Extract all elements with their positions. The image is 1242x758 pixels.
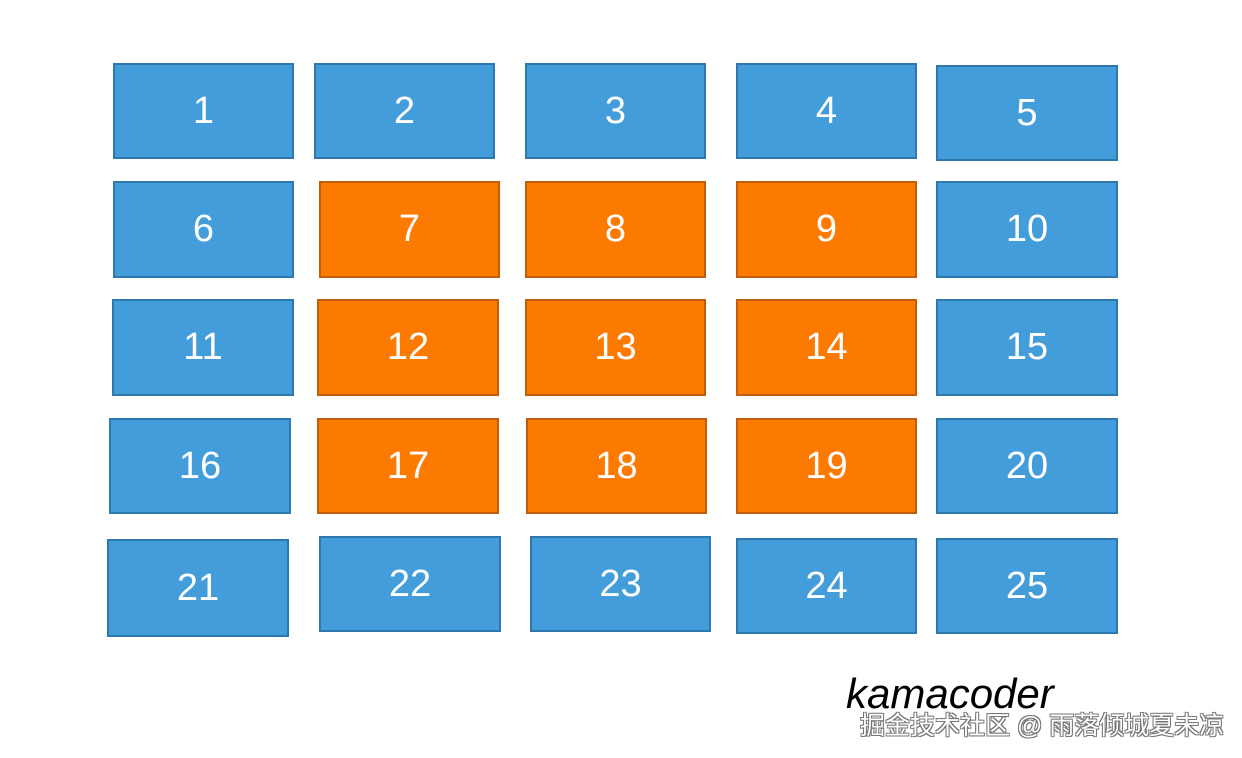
grid-cell: 23 bbox=[530, 536, 711, 632]
watermark: 掘金技术社区 @ 雨落倾城夏未凉 bbox=[860, 712, 1225, 740]
grid-cell: 25 bbox=[936, 538, 1118, 634]
grid-cell: 20 bbox=[936, 418, 1118, 514]
grid-cell-highlighted: 17 bbox=[317, 418, 499, 514]
grid-cell-highlighted: 13 bbox=[525, 299, 706, 396]
grid-cell-highlighted: 14 bbox=[736, 299, 917, 396]
grid-cell-highlighted: 9 bbox=[736, 181, 917, 278]
grid-cell: 11 bbox=[112, 299, 294, 396]
grid-cell: 21 bbox=[107, 539, 289, 637]
grid-cell: 1 bbox=[113, 63, 294, 159]
grid-cell: 3 bbox=[525, 63, 706, 159]
grid-cell: 22 bbox=[319, 536, 501, 632]
grid-cell: 5 bbox=[936, 65, 1118, 161]
grid-cell: 16 bbox=[109, 418, 291, 514]
grid-cell: 15 bbox=[936, 299, 1118, 396]
grid-cell: 2 bbox=[314, 63, 495, 159]
grid-cell: 6 bbox=[113, 181, 294, 278]
grid-cell-highlighted: 19 bbox=[736, 418, 917, 514]
grid-cell: 10 bbox=[936, 181, 1118, 278]
grid-cell-highlighted: 12 bbox=[317, 299, 499, 396]
grid-cell: 24 bbox=[736, 538, 917, 634]
brand-label: kamacoder bbox=[846, 670, 1054, 717]
grid-cell-highlighted: 8 bbox=[525, 181, 706, 278]
grid-cell-highlighted: 18 bbox=[526, 418, 707, 514]
grid-cell-highlighted: 7 bbox=[319, 181, 500, 278]
grid-cell: 4 bbox=[736, 63, 917, 159]
